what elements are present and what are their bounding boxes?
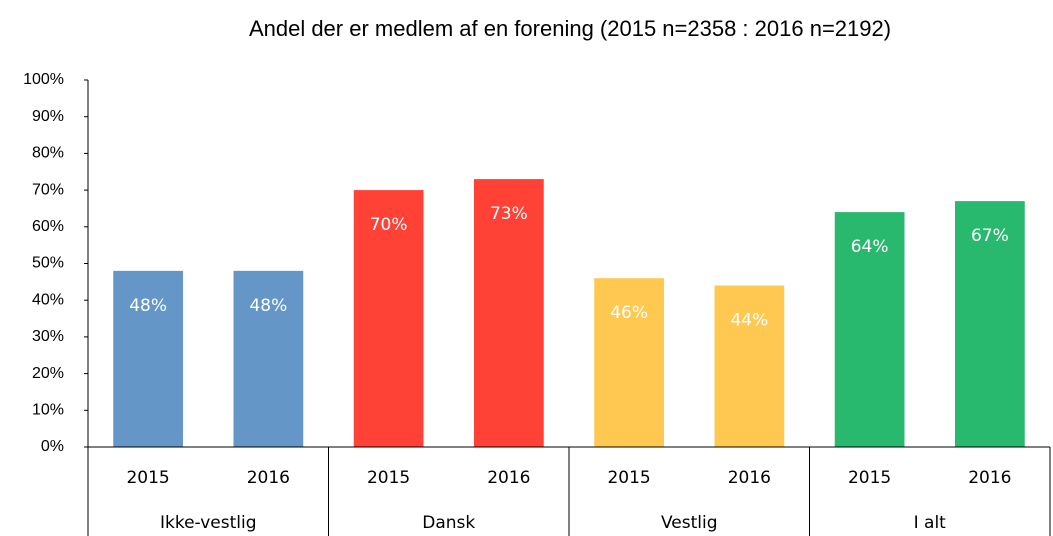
y-tick-label: 40% — [32, 291, 64, 308]
x-tick-label: 2016 — [247, 468, 290, 488]
value-label: 44% — [730, 311, 768, 331]
y-tick-label: 30% — [32, 328, 64, 345]
group-label: Dansk — [422, 513, 475, 533]
y-tick-label: 70% — [32, 181, 64, 198]
bar — [113, 270, 183, 447]
y-tick-label: 50% — [32, 255, 64, 272]
y-tick-label: 90% — [32, 108, 64, 125]
x-tick-label: 2015 — [607, 468, 650, 488]
value-label: 64% — [851, 237, 889, 257]
y-tick-label: 10% — [32, 402, 64, 419]
x-tick-label: 2015 — [367, 468, 410, 488]
value-label: 67% — [971, 226, 1009, 246]
value-label: 46% — [610, 303, 648, 323]
x-tick-label: 2015 — [848, 468, 891, 488]
x-tick-label: 2016 — [728, 468, 771, 488]
group-label: Ikke-vestlig — [160, 513, 257, 533]
y-tick-label: 20% — [32, 365, 64, 382]
y-tick-label: 100% — [23, 71, 64, 88]
bar — [353, 190, 424, 447]
group-label: I alt — [914, 513, 947, 533]
value-label: 73% — [490, 204, 528, 224]
value-label: 70% — [370, 215, 408, 235]
bar — [594, 278, 664, 447]
y-tick-label: 60% — [32, 218, 64, 235]
group-label: Vestlig — [661, 513, 718, 533]
value-label: 48% — [129, 296, 167, 316]
bar — [834, 212, 905, 447]
x-tick-label: 2015 — [126, 468, 169, 488]
bar — [955, 201, 1025, 447]
bar — [474, 179, 544, 447]
bar — [714, 285, 785, 447]
y-tick-label: 80% — [32, 145, 64, 162]
x-tick-label: 2016 — [487, 468, 530, 488]
chart-title: Andel der er medlem af en forening (2015… — [249, 16, 891, 41]
bar — [233, 270, 304, 447]
value-label: 48% — [249, 296, 287, 316]
x-tick-label: 2016 — [968, 468, 1011, 488]
y-tick-label: 0% — [41, 438, 64, 455]
